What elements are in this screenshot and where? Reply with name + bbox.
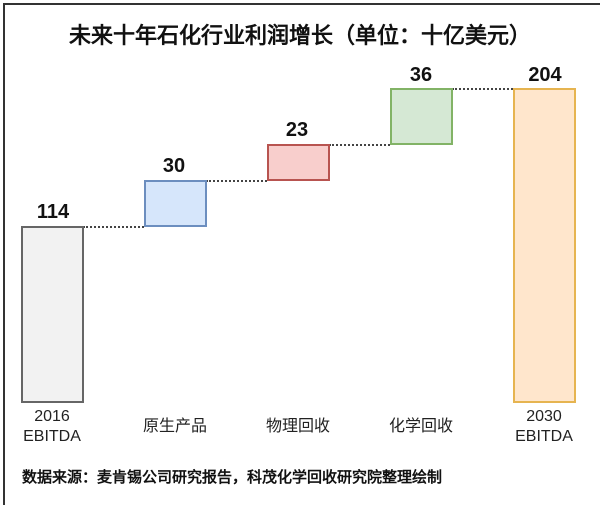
connector-line [206,180,267,182]
bar-primary-products [144,180,207,227]
category-line1: 原生产品 [142,418,207,435]
connector-line [83,226,144,228]
category-line1: 化学回收 [388,418,453,435]
category-line1: 物理回收 [265,418,330,435]
connector-line [329,144,390,146]
category-label: 物理回收 [238,417,358,437]
connector-line [452,88,513,90]
bar-2016-ebitda [21,226,84,403]
category-label: 原生产品 [115,417,235,437]
chart-frame [3,3,600,505]
category-line1: 2030 [526,408,562,425]
bar-chemical-recycling [390,88,453,145]
value-label: 204 [528,64,562,86]
category-line1: 2016 [34,408,70,425]
category-line2: EBITDA [23,428,81,445]
category-label: 化学回收 [361,417,481,437]
value-label: 114 [36,201,70,223]
value-label: 23 [285,119,309,141]
category-label: 2030 EBITDA [484,407,600,447]
bar-2030-ebitda [513,88,576,403]
bar-mechanical-recycling [267,144,330,181]
category-label: 2016 EBITDA [0,407,112,447]
category-line2: EBITDA [515,428,573,445]
source-note: 数据来源：麦肯锡公司研究报告，科茂化学回收研究院整理绘制 [22,468,443,486]
value-label: 30 [162,155,186,177]
chart-title: 未来十年石化行业利润增长（单位：十亿美元） [68,24,531,49]
value-label: 36 [409,64,433,86]
